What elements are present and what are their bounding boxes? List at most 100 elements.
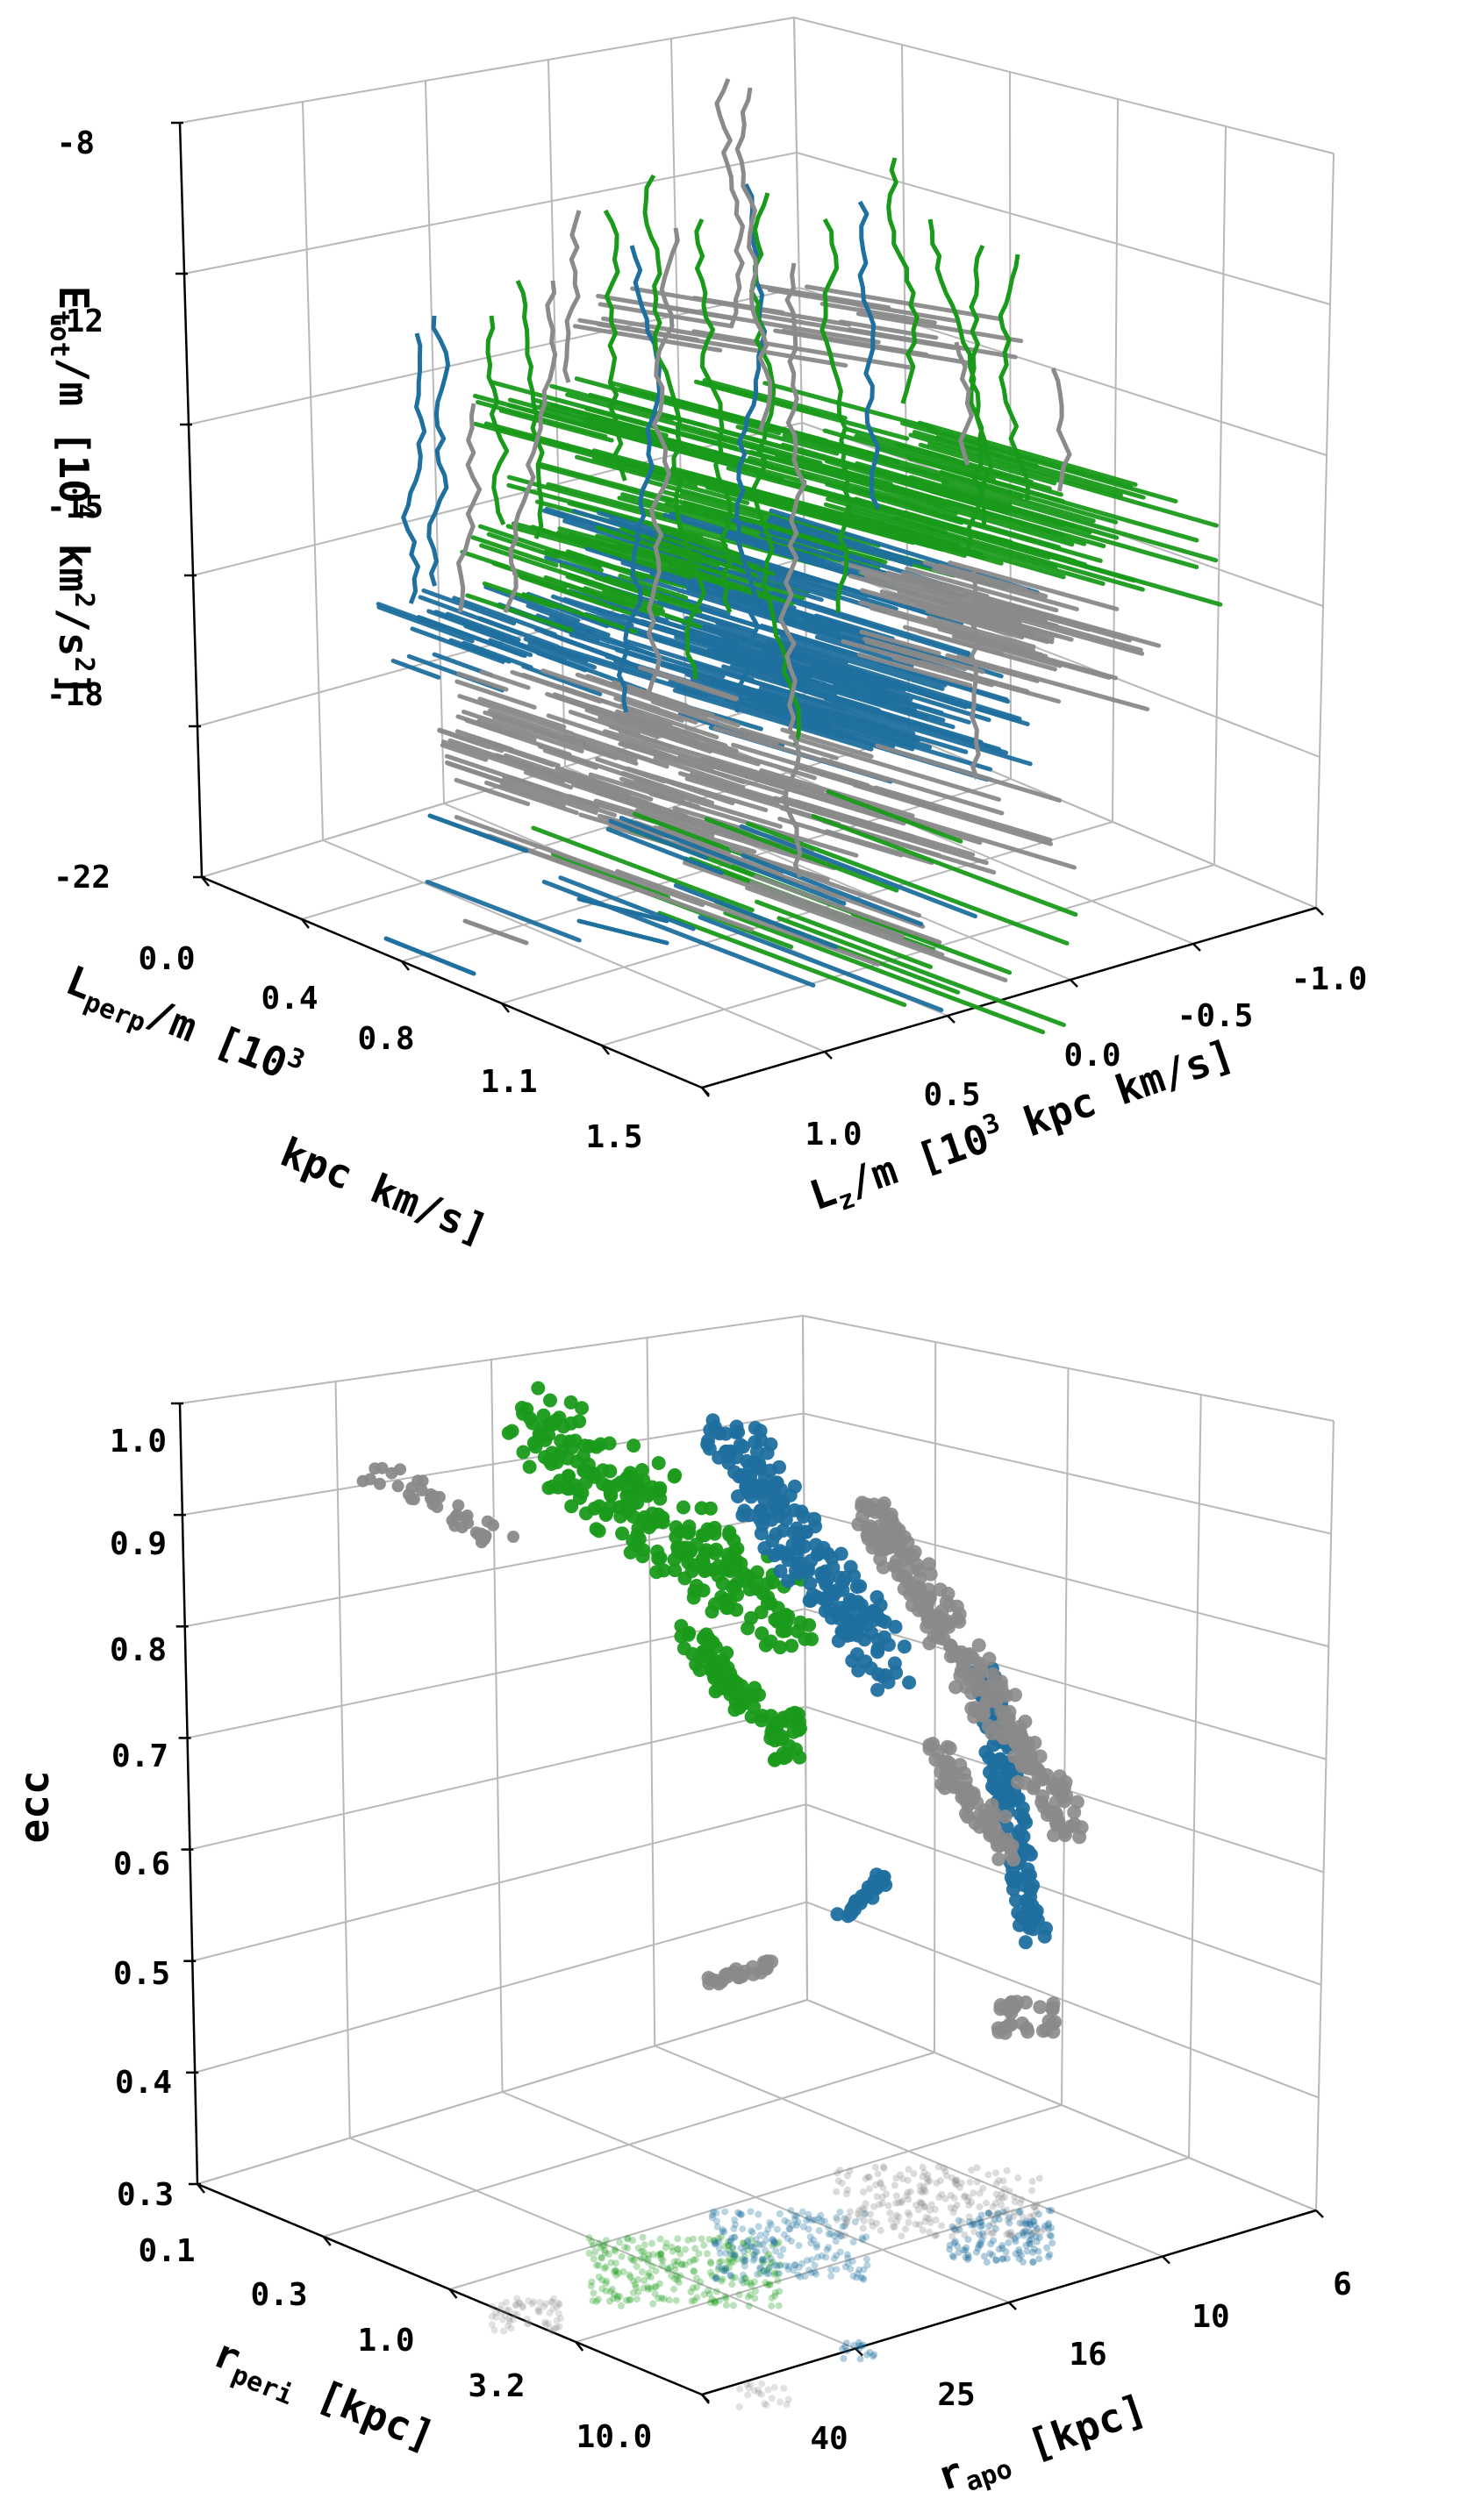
chart-2-green-floor-point-1458 — [669, 2247, 676, 2255]
chart-1-ytick-2: 0.0 — [1063, 1038, 1120, 1074]
chart-2-blue-floor-point-1967 — [1031, 2222, 1039, 2230]
chart-2-gray-floor-point-1754 — [870, 2202, 877, 2210]
chart-2-green-floor-point-1318 — [681, 2260, 689, 2268]
chart-2-gray-point-800 — [971, 1638, 986, 1653]
chart-2-green-point-399 — [767, 1753, 782, 1767]
chart-2-gray-point-1036 — [1031, 1768, 1046, 1782]
chart-1-trajectory-447 — [712, 830, 836, 871]
chart-2-blue-floor-point-1520 — [825, 2231, 833, 2238]
chart-2-gray-point-1034 — [1048, 1805, 1063, 1820]
chart-2-blue-floor-point-1506 — [860, 2266, 868, 2274]
chart-1-vertical-trajectory-10 — [646, 227, 680, 696]
chart-2-blue-floor-point-1648 — [773, 2225, 781, 2233]
chart-1-trajectory-176 — [918, 442, 1057, 486]
chart-2-gray-floor-point-1912 — [947, 2204, 955, 2211]
chart-1-trajectory-586 — [470, 535, 559, 568]
chart-2-gray-point-1049 — [1013, 1754, 1028, 1769]
chart-1-trajectory-538 — [781, 328, 929, 357]
chart-2-gray-floor-point-1833 — [1028, 2177, 1036, 2185]
chart-2-blue-floor-point-2000 — [1020, 2258, 1027, 2266]
chart-1-xtick-4: 1.5 — [585, 1119, 642, 1155]
chart-2-green-point-259 — [635, 1549, 650, 1564]
chart-2-blue-floor-point-1684 — [859, 2274, 867, 2282]
chart-2-green-floor-point-1378 — [725, 2241, 733, 2249]
chart-2-blue-floor-point-1497 — [798, 2208, 806, 2216]
chart-2-gray-floor-point-1710 — [883, 2190, 891, 2198]
chart-2-ytick-2: 16 — [1069, 2337, 1106, 2373]
chart-2-green-point-261 — [516, 1406, 531, 1421]
chart-2-gray-floor-point-1874 — [925, 2215, 933, 2223]
chart-2-gray-point-37 — [405, 1481, 419, 1495]
chart-2-blue-floor-point-2067 — [856, 2355, 864, 2363]
chart-2-blue-floor-point-1592 — [844, 2254, 852, 2262]
chart-2-green-floor-point-1403 — [608, 2285, 616, 2293]
chart-2-green-point-274 — [538, 1432, 553, 1447]
chart-2-green-floor-point-1411 — [624, 2245, 632, 2252]
chart-2-green-floor-point-1267 — [652, 2267, 660, 2275]
chart-2-blue-floor-point-1610 — [749, 2257, 757, 2264]
chart-2-gray-floor-point-1706 — [995, 2195, 1003, 2202]
chart-1-trajectory-337 — [613, 696, 684, 723]
chart-2-blue-floor-point-1523 — [787, 2207, 795, 2215]
chart-2-gray-floor-point-1758 — [846, 2167, 854, 2174]
chart-2-blue-floor-point-1515 — [808, 2256, 816, 2264]
chart-1-trajectory-475 — [641, 727, 761, 767]
chart-1-gridline-vy-3 — [1112, 98, 1119, 823]
chart-2-gray-floor-point-1207 — [534, 2305, 542, 2313]
chart-2-blue-floor-point-1502 — [777, 2252, 784, 2259]
chart-2-blue-point-530 — [735, 1439, 750, 1454]
chart-2-gray-floor-point-1788 — [833, 2188, 841, 2195]
chart-2-blue-floor-point-1678 — [812, 2270, 820, 2278]
chart-1-trajectory-391 — [573, 699, 698, 745]
chart-2-gray-floor-point-1780 — [843, 2218, 851, 2226]
chart-2-green-floor-point-1432 — [765, 2264, 773, 2272]
chart-2-green-floor-point-1440 — [633, 2263, 641, 2270]
chart-2-blue-floor-point-2020 — [983, 2259, 991, 2267]
chart-2-blue-point-482 — [870, 1589, 884, 1604]
chart-2-gray-point-38 — [394, 1463, 406, 1476]
chart-2-green-point-282 — [676, 1500, 691, 1515]
chart-1-xtick-mark-1 — [301, 918, 310, 929]
chart-2-blue-floor-point-1622 — [798, 2259, 806, 2267]
chart-2-gray-point-959 — [1014, 1730, 1029, 1745]
chart-2-blue-floor-point-1959 — [976, 2218, 984, 2226]
chart-2-green-point-281 — [577, 1438, 592, 1453]
chart-1-trajectory-425 — [625, 766, 769, 813]
chart-2-green-floor-point-1321 — [700, 2290, 708, 2298]
chart-1-trajectory-581 — [583, 586, 703, 629]
chart-2-blue-floor-point-1548 — [722, 2267, 730, 2274]
chart-2-gray-floor-point-1772 — [952, 2176, 960, 2184]
chart-2-blue-floor-point-1639 — [805, 2215, 812, 2223]
chart-2-gray-floor-point-1837 — [998, 2189, 1006, 2197]
chart-1-trajectory-600 — [745, 821, 1070, 946]
chart-2-blue-point-600 — [874, 1613, 889, 1627]
chart-2-green-floor-point-1489 — [656, 2235, 664, 2243]
chart-2-green-floor-point-1433 — [634, 2276, 642, 2283]
chart-2-blue-floor-point-1521 — [854, 2270, 862, 2277]
chart-1-trajectory-624 — [608, 818, 709, 860]
chart-2-blue-floor-point-2002 — [1005, 2238, 1013, 2246]
chart-2-green-point-366 — [720, 1660, 735, 1675]
chart-2-blue-floor-point-1662 — [716, 2250, 724, 2258]
chart-2-blue-floor-point-1691 — [770, 2238, 778, 2245]
chart-2-green-point-155 — [575, 1401, 589, 1416]
chart-2-gray-floor-point-1806 — [916, 2221, 923, 2229]
chart-2-gray-floor-point-1887 — [970, 2189, 977, 2197]
chart-1-trajectory-510 — [862, 636, 985, 675]
chart-2-gray-floor-point-1202 — [500, 2327, 508, 2335]
chart-2-zlabel: ecc — [11, 1770, 58, 1843]
chart-2-gray-floor-point-1705 — [855, 2207, 862, 2215]
chart-2-blue-floor-point-1998 — [977, 2223, 984, 2231]
chart-2-gray-floor-point-1198 — [553, 2303, 561, 2311]
chart-2-gray-point-1171 — [998, 2025, 1013, 2040]
chart-2-gray-floor-point-1734 — [919, 2188, 927, 2196]
chart-2-gray-floor-point-1856 — [933, 2179, 941, 2187]
chart-1-trajectory-416 — [446, 761, 505, 784]
chart-2-green-point-246 — [648, 1515, 662, 1530]
chart-2-blue-floor-point-1534 — [755, 2210, 762, 2218]
chart-1-trajectory-347 — [457, 694, 575, 736]
chart-2-gray-floor-point-1695 — [841, 2231, 849, 2239]
chart-2-blue-floor-point-1603 — [740, 2247, 748, 2255]
chart-2-gray-floor-point-1798 — [920, 2186, 928, 2194]
chart-1-trajectory-187 — [831, 513, 1004, 566]
